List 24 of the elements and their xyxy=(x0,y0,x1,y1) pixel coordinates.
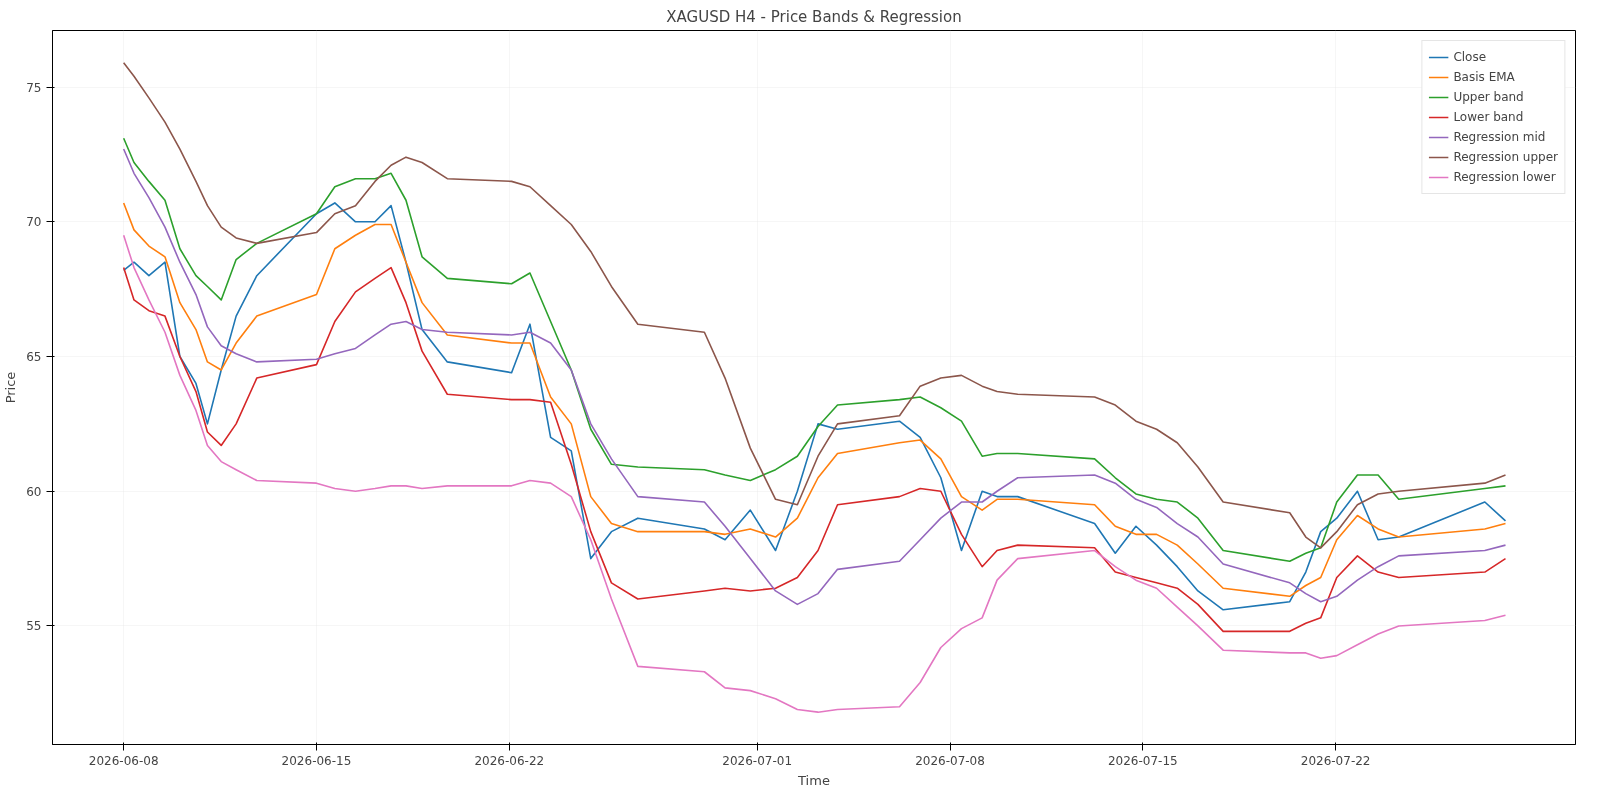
legend-label: Regression upper xyxy=(1453,150,1558,164)
legend-label: Basis EMA xyxy=(1453,70,1515,84)
y-axis-title: Price xyxy=(3,371,19,404)
legend-label: Regression lower xyxy=(1453,170,1556,184)
chart-title: XAGUSD H4 - Price Bands & Regression xyxy=(666,7,962,26)
x-tick-label: 2026-07-15 xyxy=(1107,753,1178,768)
line-series xyxy=(122,234,1507,713)
x-tick-label: 2026-06-15 xyxy=(281,753,352,768)
line-series xyxy=(122,266,1507,633)
x-axis-title: Time xyxy=(797,772,830,788)
y-tick-label: 55 xyxy=(26,619,42,634)
y-tick-label: 70 xyxy=(26,215,42,230)
x-tick-label: 2026-07-08 xyxy=(915,753,985,768)
x-tick-label: 2026-06-08 xyxy=(88,753,159,768)
legend-label: Regression mid xyxy=(1453,130,1546,144)
x-tick-label: 2026-07-01 xyxy=(722,753,793,768)
legend-label: Lower band xyxy=(1453,110,1524,124)
x-tick-label: 2026-06-22 xyxy=(474,753,545,768)
x-tick-label: 2026-07-22 xyxy=(1300,753,1371,768)
y-tick-label: 60 xyxy=(26,484,42,499)
legend-label: Close xyxy=(1453,50,1487,64)
y-tick-label: 65 xyxy=(26,350,42,365)
legend-label: Upper band xyxy=(1453,90,1524,104)
y-tick-label: 75 xyxy=(26,80,42,95)
